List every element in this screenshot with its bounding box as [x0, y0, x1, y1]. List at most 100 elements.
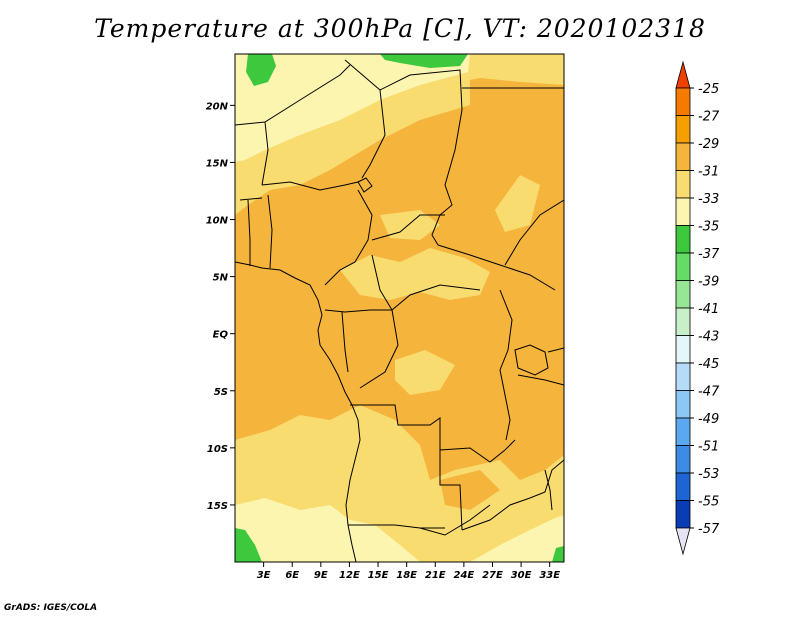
y-tick-label: 20N — [206, 101, 229, 112]
colorbar-segment — [675, 500, 691, 529]
colorbar-segment — [675, 390, 691, 419]
colorbar-label: -39 — [698, 275, 719, 290]
lake-malawi — [544, 469, 553, 511]
colorbar: -25 -27 -29 -31 -33 -35 -37 -39 -41 -43 -45 -47 -49 -… — [675, 60, 720, 556]
colorbar-segment — [675, 362, 691, 391]
field-se-warm — [440, 470, 500, 510]
colorbar-segment — [675, 335, 691, 364]
border-chad-sudan — [431, 109, 463, 246]
border-congo-drc — [359, 309, 399, 389]
colorbar-label: -45 — [698, 357, 719, 372]
field-green-se — [552, 546, 564, 562]
colorbar-segment — [675, 115, 691, 144]
border-south-sudan — [437, 244, 556, 291]
border-mozambique — [529, 459, 564, 499]
colorbar-bottom-arrow — [675, 527, 691, 556]
colorbar-segment — [675, 142, 691, 171]
field-green-nw — [246, 54, 276, 86]
colorbar-label: -35 — [698, 220, 719, 235]
colorbar-segment — [675, 87, 691, 116]
border-gabon — [341, 311, 349, 373]
colorbar-segment — [675, 445, 691, 474]
grads-credit: GrADS: IGES/COLA — [4, 603, 98, 613]
border-drc-zambia — [439, 439, 516, 463]
colorbar-segment — [675, 280, 691, 309]
colorbar-label: -43 — [698, 330, 719, 345]
colorbar-segment — [675, 307, 691, 336]
x-tick-label: 12E — [339, 570, 360, 581]
colorbar-label: -53 — [698, 467, 719, 482]
map-boundaries — [235, 59, 564, 562]
x-tick-label: 30E — [511, 570, 532, 581]
border-niger-libya — [344, 59, 386, 179]
x-tick-label: 6E — [285, 570, 299, 581]
y-tick-label: 5N — [213, 273, 229, 284]
colorbar-segment — [675, 170, 691, 199]
border-algeria-niger — [235, 64, 351, 126]
colorbar-label: -47 — [698, 385, 720, 400]
y-tick-label: 10S — [207, 444, 228, 455]
colorbar-label: -27 — [698, 110, 720, 125]
colorbar-segment — [675, 197, 691, 226]
x-tick-label: 33E — [539, 570, 560, 581]
colorbar-label: -31 — [698, 165, 719, 180]
y-tick-label: 5S — [214, 387, 228, 398]
field-west-patch — [380, 210, 440, 240]
lake-tanganyika — [499, 369, 511, 441]
x-tick-label: 15E — [368, 570, 389, 581]
colorbar-label: -37 — [698, 247, 720, 262]
colorbar-label: -51 — [698, 440, 719, 455]
y-tick-label: 15S — [207, 501, 228, 512]
x-tick-label: 18E — [396, 570, 417, 581]
axis-ticks: 3E 6E 9E 12E 15E 18E 21E 24E 27E 30E 33E 20N 15N 10N 5… — [206, 101, 561, 581]
field-central-patch-2 — [395, 350, 455, 395]
border-libya-egypt — [379, 69, 463, 111]
border-kenya — [547, 347, 564, 353]
x-tick-label: 24E — [453, 570, 474, 581]
border-namibia-botswana — [419, 504, 491, 536]
colorbar-segment — [675, 252, 691, 281]
colorbar-segment — [675, 472, 691, 501]
border-angola-namibia — [348, 524, 445, 529]
border-drc-uganda — [499, 289, 513, 371]
border-car-south — [371, 254, 481, 311]
border-tanzania — [517, 374, 564, 386]
field-ne-patch — [495, 175, 540, 232]
coastline-west — [235, 261, 361, 562]
border-ghana-togo — [247, 199, 251, 266]
x-tick-label: 27E — [482, 570, 503, 581]
colorbar-label: -49 — [698, 412, 719, 427]
colorbar-label: -41 — [698, 302, 719, 317]
field-south-pale-2 — [470, 515, 564, 562]
border-zambia-zimbabwe — [461, 497, 531, 531]
border-angola-zambia — [439, 450, 463, 531]
lake-victoria — [514, 344, 549, 376]
colorbar-label: -55 — [698, 495, 719, 510]
chart-title: Temperature at 300hPa [C], VT: 202010231… — [94, 14, 706, 43]
lake-chad — [357, 177, 373, 193]
y-tick-label: 15N — [206, 158, 229, 169]
field-north-pale — [235, 54, 470, 162]
y-tick-label: EQ — [213, 330, 229, 341]
colorbar-label: -29 — [698, 137, 719, 152]
border-nigeria-cameroon — [324, 189, 373, 286]
field-green-n — [380, 54, 468, 68]
x-tick-label: 3E — [257, 570, 271, 581]
border-ethiopia — [504, 199, 564, 266]
y-tick-label: 10N — [206, 216, 229, 227]
border-nigeria-benin — [267, 194, 273, 269]
colorbar-segment — [675, 417, 691, 446]
x-tick-label: 21E — [425, 570, 446, 581]
colorbar-top-arrow — [675, 60, 691, 89]
x-tick-label: 9E — [314, 570, 328, 581]
border-niger-nigeria — [261, 181, 359, 191]
border-cameroon-congo — [324, 309, 392, 313]
field-south-pale — [235, 498, 420, 562]
colorbar-label: -57 — [698, 522, 720, 537]
colorbar-label: -25 — [698, 82, 719, 97]
colorbar-segment — [675, 225, 691, 254]
border-drc-angola — [350, 404, 441, 450]
field-ne-light — [470, 54, 564, 85]
temperature-field — [235, 54, 564, 562]
